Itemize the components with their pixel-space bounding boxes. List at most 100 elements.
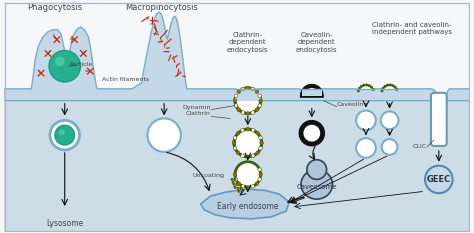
- Text: GEEC: GEEC: [427, 175, 451, 184]
- Wedge shape: [382, 85, 398, 93]
- Circle shape: [259, 147, 262, 150]
- Polygon shape: [357, 89, 375, 94]
- Circle shape: [232, 141, 236, 145]
- Circle shape: [368, 84, 371, 87]
- Text: Lysosome: Lysosome: [46, 219, 83, 228]
- Circle shape: [425, 166, 453, 193]
- Circle shape: [251, 129, 255, 132]
- Circle shape: [246, 155, 250, 159]
- Circle shape: [258, 178, 262, 181]
- Text: Phagocytosis: Phagocytosis: [27, 3, 82, 12]
- Circle shape: [255, 182, 259, 185]
- Circle shape: [237, 184, 238, 186]
- Circle shape: [230, 178, 234, 181]
- Circle shape: [246, 112, 250, 115]
- Circle shape: [235, 162, 261, 187]
- Circle shape: [382, 87, 384, 90]
- Circle shape: [395, 88, 398, 91]
- Circle shape: [237, 151, 240, 154]
- Circle shape: [260, 141, 264, 145]
- Text: Early endosome: Early endosome: [217, 202, 279, 210]
- Circle shape: [233, 147, 237, 150]
- Circle shape: [50, 120, 80, 150]
- Circle shape: [365, 83, 368, 86]
- Circle shape: [370, 86, 373, 89]
- Circle shape: [147, 118, 181, 152]
- Circle shape: [234, 94, 238, 98]
- Circle shape: [258, 168, 262, 171]
- Polygon shape: [4, 12, 470, 140]
- Circle shape: [233, 136, 237, 140]
- Text: Caveolin: Caveolin: [337, 102, 364, 107]
- Circle shape: [246, 127, 250, 131]
- FancyBboxPatch shape: [431, 93, 447, 146]
- Circle shape: [234, 178, 238, 181]
- Circle shape: [259, 173, 263, 176]
- Wedge shape: [302, 86, 322, 96]
- Circle shape: [246, 86, 250, 90]
- Circle shape: [234, 178, 237, 181]
- Circle shape: [246, 185, 250, 189]
- Ellipse shape: [301, 170, 332, 199]
- Circle shape: [381, 89, 383, 92]
- Polygon shape: [235, 89, 261, 101]
- Circle shape: [360, 85, 363, 88]
- Circle shape: [256, 131, 259, 135]
- Circle shape: [358, 87, 361, 90]
- Circle shape: [233, 99, 237, 103]
- Circle shape: [301, 122, 323, 144]
- Circle shape: [383, 85, 387, 88]
- Circle shape: [259, 99, 263, 103]
- Circle shape: [389, 83, 392, 86]
- Polygon shape: [381, 89, 399, 94]
- Polygon shape: [302, 89, 322, 96]
- Circle shape: [307, 160, 327, 179]
- Circle shape: [237, 188, 239, 190]
- Circle shape: [357, 89, 360, 92]
- Circle shape: [232, 181, 235, 184]
- Text: Uncoating: Uncoating: [192, 173, 224, 178]
- Circle shape: [259, 136, 262, 140]
- Circle shape: [372, 88, 374, 91]
- Text: Particle: Particle: [70, 62, 93, 67]
- Circle shape: [381, 112, 399, 129]
- Text: Dynamin: Dynamin: [182, 105, 210, 110]
- Circle shape: [233, 183, 236, 186]
- Circle shape: [241, 129, 244, 132]
- Circle shape: [239, 187, 242, 190]
- Circle shape: [234, 184, 235, 186]
- Circle shape: [241, 87, 245, 91]
- Circle shape: [239, 191, 240, 192]
- Text: Macropinocytosis: Macropinocytosis: [125, 3, 198, 12]
- Circle shape: [237, 190, 240, 193]
- Text: Clathrin-
dependent
endocytosis: Clathrin- dependent endocytosis: [227, 32, 269, 53]
- Circle shape: [234, 129, 262, 157]
- Circle shape: [235, 88, 261, 113]
- Circle shape: [234, 104, 238, 107]
- Circle shape: [237, 182, 240, 185]
- Circle shape: [255, 90, 259, 93]
- Circle shape: [232, 179, 233, 181]
- Circle shape: [363, 84, 365, 87]
- Text: Caveosome: Caveosome: [297, 184, 337, 190]
- Circle shape: [235, 187, 237, 188]
- Text: Clathrin- and caveolin-
independent pathways: Clathrin- and caveolin- independent path…: [372, 22, 452, 35]
- Polygon shape: [4, 96, 470, 232]
- Circle shape: [241, 185, 245, 188]
- Circle shape: [258, 104, 262, 107]
- Circle shape: [356, 138, 376, 158]
- Text: Clathrin: Clathrin: [185, 111, 210, 116]
- Circle shape: [59, 129, 65, 135]
- Circle shape: [233, 182, 234, 184]
- Text: Actin filaments: Actin filaments: [102, 77, 149, 82]
- Circle shape: [386, 84, 389, 87]
- Circle shape: [233, 173, 237, 176]
- Circle shape: [251, 87, 255, 91]
- Text: CLIC: CLIC: [413, 144, 427, 149]
- Circle shape: [55, 56, 65, 66]
- Text: Caveolin-
dependent
endocytosis: Caveolin- dependent endocytosis: [296, 32, 337, 53]
- Circle shape: [251, 185, 255, 188]
- Circle shape: [235, 179, 237, 181]
- Circle shape: [234, 186, 237, 189]
- Circle shape: [237, 131, 240, 135]
